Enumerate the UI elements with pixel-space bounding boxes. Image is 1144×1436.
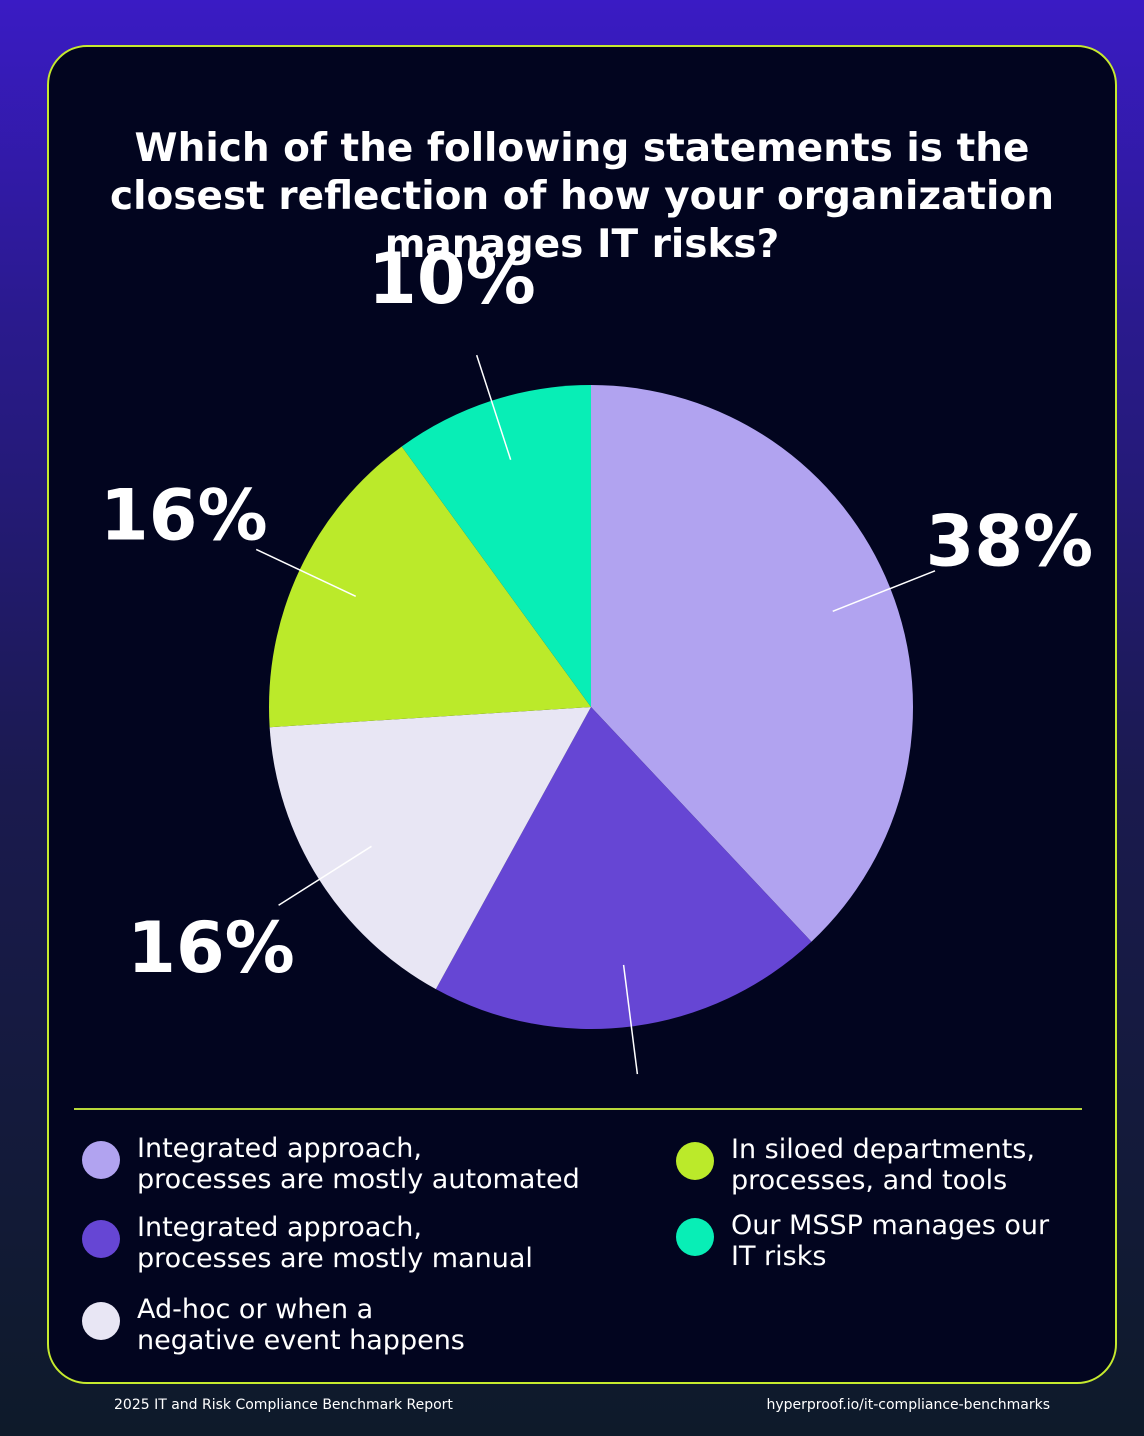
legend-divider — [74, 1108, 1082, 1110]
chart-title: Which of the following statements is the… — [110, 126, 1054, 267]
data-label-automated: 38% — [926, 500, 1094, 582]
chart-card: Which of the following statements is the… — [47, 45, 1117, 1384]
legend-label: Our MSSP manages our IT risks — [731, 1210, 1050, 1272]
legend-swatch — [676, 1142, 714, 1180]
legend-swatch — [82, 1302, 120, 1340]
legend-swatch — [82, 1141, 120, 1179]
legend-label: Ad-hoc or when a negative event happens — [137, 1294, 465, 1356]
legend-swatch — [676, 1218, 714, 1256]
legend-swatch — [82, 1220, 120, 1258]
pie-slice-mssp — [401, 385, 591, 707]
leader-line-automated — [832, 570, 936, 612]
leader-line-mssp — [475, 354, 512, 460]
data-label-adhoc: 16% — [127, 907, 295, 989]
footer-url[interactable]: hyperproof.io/it-compliance-benchmarks — [766, 1397, 1050, 1413]
leader-line-adhoc — [278, 845, 372, 906]
pie-slice-automated — [591, 385, 914, 942]
leader-line-siloed — [255, 548, 357, 597]
pie-slice-manual — [435, 707, 812, 1029]
footer-report-name: 2025 IT and Risk Compliance Benchmark Re… — [114, 1397, 453, 1413]
data-label-mssp: 10% — [368, 238, 536, 320]
pie-slice-siloed — [269, 446, 591, 728]
leader-line-manual — [622, 964, 639, 1075]
pie-chart: 38%20%16%16%10% — [100, 238, 1094, 1075]
pie-slice-adhoc — [269, 707, 591, 990]
legend-label: In siloed departments, processes, and too… — [731, 1134, 1035, 1196]
data-label-siloed: 16% — [100, 474, 268, 556]
legend-label: Integrated approach, processes are mostly… — [137, 1212, 533, 1274]
legend-label: Integrated approach, processes are mostly… — [137, 1133, 580, 1195]
